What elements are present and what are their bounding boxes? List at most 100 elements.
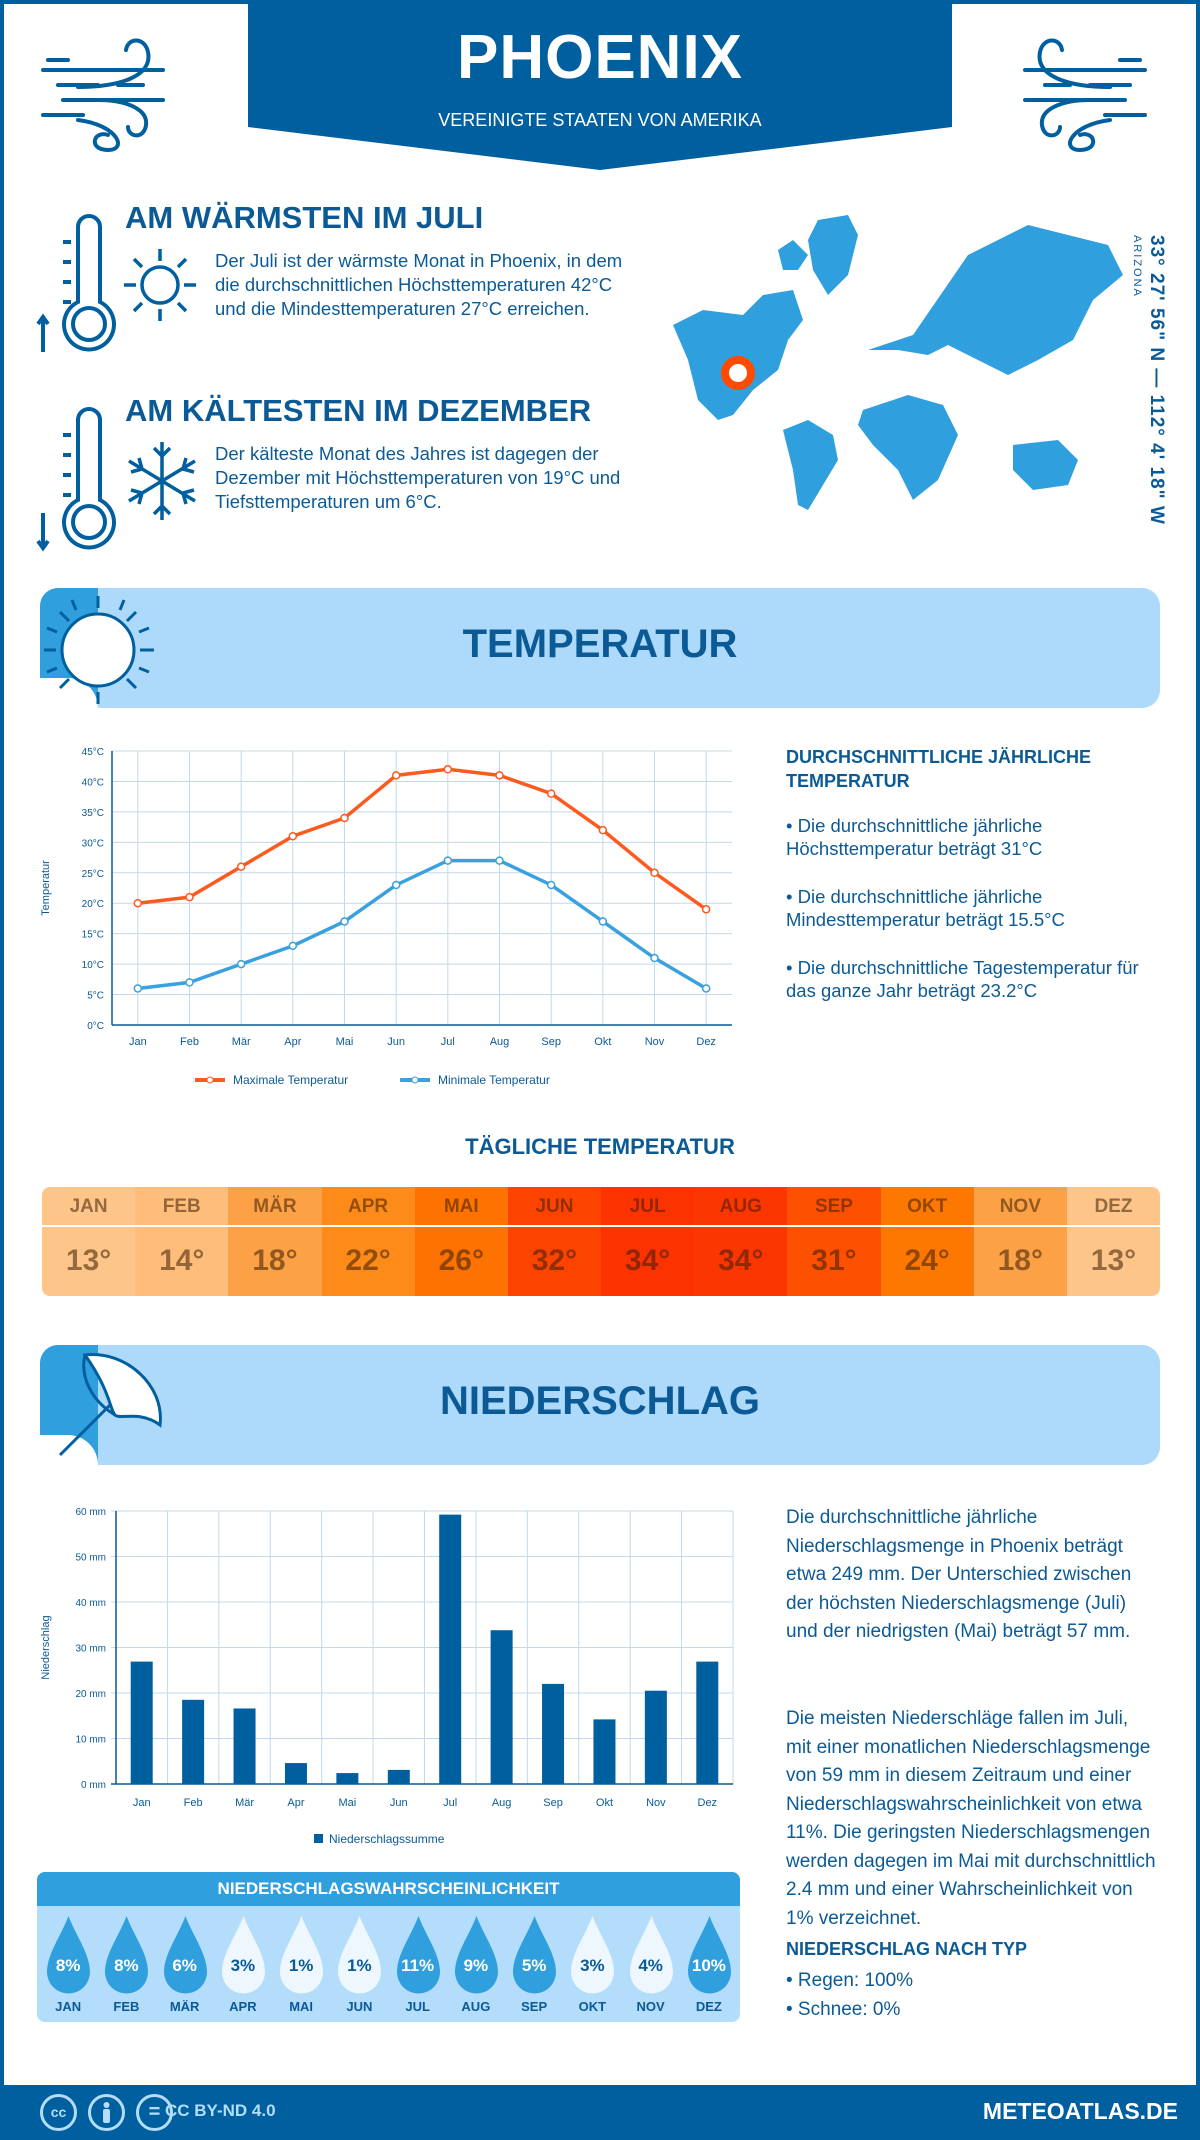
data-point bbox=[701, 984, 711, 993]
probability-value: 8% bbox=[55, 1956, 81, 1975]
site-link[interactable]: METEOATLAS.DE bbox=[982, 2098, 1178, 2124]
legend-label: Maximale Temperatur bbox=[233, 1073, 348, 1087]
raindrop-icon bbox=[163, 1916, 207, 1994]
raindrop-icon bbox=[687, 1916, 731, 1994]
data-point bbox=[391, 880, 401, 890]
x-tick-label: Apr bbox=[284, 1036, 301, 1048]
data-point bbox=[650, 953, 659, 963]
x-tick-label: Feb bbox=[184, 1797, 203, 1809]
raindrop-icon bbox=[629, 1916, 673, 1994]
y-tick-label: 50 mm bbox=[75, 1553, 106, 1564]
probability-drop: 1% MAI bbox=[272, 1906, 330, 2022]
raindrop-icon bbox=[280, 1916, 323, 1994]
x-tick-label: Mai bbox=[336, 1036, 354, 1048]
x-tick-label: Nov bbox=[645, 1036, 665, 1048]
cc-icon: cc bbox=[40, 2094, 77, 2131]
y-tick-label: 25°C bbox=[82, 869, 104, 880]
x-tick-label: Mär bbox=[232, 1036, 251, 1048]
probability-value: 5% bbox=[521, 1956, 547, 1975]
probability-heading: NIEDERSCHLAGSWAHRSCHEINLICHKEIT bbox=[37, 1872, 740, 1906]
data-point bbox=[701, 905, 711, 914]
precip-type-heading: NIEDERSCHLAG NACH TYP bbox=[786, 1939, 1028, 1959]
x-tick-label: Dez bbox=[698, 1797, 718, 1809]
probability-drop: 10% DEZ bbox=[680, 1906, 738, 2022]
header-banner bbox=[248, 0, 952, 170]
daily-temp-cell: NOV 18° bbox=[973, 1187, 1067, 1296]
wind-icon bbox=[38, 38, 173, 153]
probability-drop: 11% JUL bbox=[389, 1906, 447, 2022]
wind-icon bbox=[1023, 38, 1147, 153]
x-tick-label: Okt bbox=[594, 1036, 611, 1048]
y-tick-label: 10°C bbox=[82, 960, 104, 971]
daily-temp-value: 14° bbox=[159, 1244, 205, 1277]
probability-drop: 8% JAN bbox=[39, 1906, 97, 2022]
world-map bbox=[673, 215, 1123, 510]
legend-marker bbox=[206, 1076, 214, 1084]
daily-temp-value: 24° bbox=[904, 1244, 950, 1277]
daily-temp-value: 26° bbox=[438, 1244, 484, 1277]
probability-drop: 6% MÄR bbox=[156, 1906, 214, 2022]
footer: cc = CC BY-ND 4.0 METEOATLAS.DE bbox=[0, 2085, 1200, 2140]
probability-month: JAN bbox=[55, 1999, 82, 2014]
daily-temp-cell: AUG 34° bbox=[694, 1187, 788, 1296]
daily-temp-value: 32° bbox=[531, 1244, 578, 1277]
snowflake-icon bbox=[128, 442, 196, 520]
series-line-min bbox=[137, 858, 708, 991]
legend-marker bbox=[411, 1076, 419, 1084]
data-point bbox=[546, 789, 556, 798]
x-tick-label: Jan bbox=[133, 1797, 151, 1809]
location-marker bbox=[721, 356, 755, 390]
daily-temp-cell: SEP 31° bbox=[787, 1187, 881, 1296]
annual-temp-bullet: • Die durchschnittliche jährliche Mindes… bbox=[786, 886, 1065, 930]
daily-temp-month: APR bbox=[321, 1187, 415, 1227]
precipitation-bar bbox=[233, 1708, 256, 1784]
probability-drop: 3% APR bbox=[214, 1906, 272, 2022]
x-tick-label: Apr bbox=[287, 1797, 304, 1809]
probability-month: FEB bbox=[113, 1999, 140, 2014]
license-label[interactable]: CC BY-ND 4.0 bbox=[165, 2101, 276, 2120]
raindrop-icon bbox=[454, 1916, 498, 1994]
daily-temp-month: SEP bbox=[787, 1187, 881, 1227]
page-subtitle: VEREINIGTE STAATEN VON AMERIKA bbox=[438, 110, 762, 130]
precipitation-bar bbox=[130, 1661, 153, 1784]
probability-month: AUG bbox=[461, 1999, 491, 2014]
daily-temp-heading: TÄGLICHE TEMPERATUR bbox=[465, 1134, 735, 1159]
probability-value: 10% bbox=[691, 1956, 726, 1975]
x-tick-label: Aug bbox=[490, 1036, 510, 1048]
probability-drop: 8% FEB bbox=[97, 1906, 155, 2022]
daily-temp-value: 31° bbox=[811, 1244, 857, 1277]
x-tick-label: Sep bbox=[541, 1036, 561, 1048]
precipitation-bar bbox=[387, 1769, 410, 1784]
y-tick-label: 40 mm bbox=[75, 1598, 106, 1609]
x-tick-label: Jul bbox=[441, 1036, 455, 1048]
probability-drop: 3% OKT bbox=[563, 1906, 621, 2022]
y-tick-label: 0°C bbox=[87, 1021, 104, 1032]
raindrop-icon bbox=[47, 1916, 90, 1994]
probability-value: 3% bbox=[580, 1956, 605, 1975]
annual-temp-bullet: • Die durchschnittliche jährliche Höchst… bbox=[786, 815, 1043, 859]
data-point bbox=[133, 898, 143, 908]
probability-month: SEP bbox=[521, 1999, 548, 2014]
daily-temp-value: 22° bbox=[345, 1244, 391, 1277]
coldest-heading: AM KÄLTESTEN IM DEZEMBER bbox=[125, 393, 592, 428]
precipitation-bar bbox=[439, 1514, 462, 1784]
data-point bbox=[443, 765, 453, 774]
data-point bbox=[650, 868, 659, 878]
page-title: PHOENIX bbox=[456, 23, 744, 92]
probability-value: 1% bbox=[347, 1956, 372, 1975]
thermometer-down-icon bbox=[36, 407, 116, 552]
probability-value: 6% bbox=[172, 1956, 197, 1975]
precipitation-bar bbox=[696, 1661, 719, 1784]
probability-month: DEZ bbox=[695, 1999, 722, 2014]
precipitation-bar bbox=[336, 1773, 359, 1784]
x-tick-label: Nov bbox=[646, 1797, 666, 1809]
x-tick-label: Jul bbox=[443, 1797, 457, 1809]
attribution-icon bbox=[88, 2094, 125, 2131]
precipitation-bar bbox=[593, 1719, 616, 1784]
y-tick-label: 5°C bbox=[87, 991, 104, 1002]
data-point bbox=[288, 941, 298, 951]
probability-month: NOV bbox=[636, 1999, 665, 2014]
probability-month: JUL bbox=[405, 1999, 430, 2014]
daily-temp-value: 18° bbox=[997, 1244, 1043, 1277]
legend-swatch bbox=[314, 1834, 323, 1843]
